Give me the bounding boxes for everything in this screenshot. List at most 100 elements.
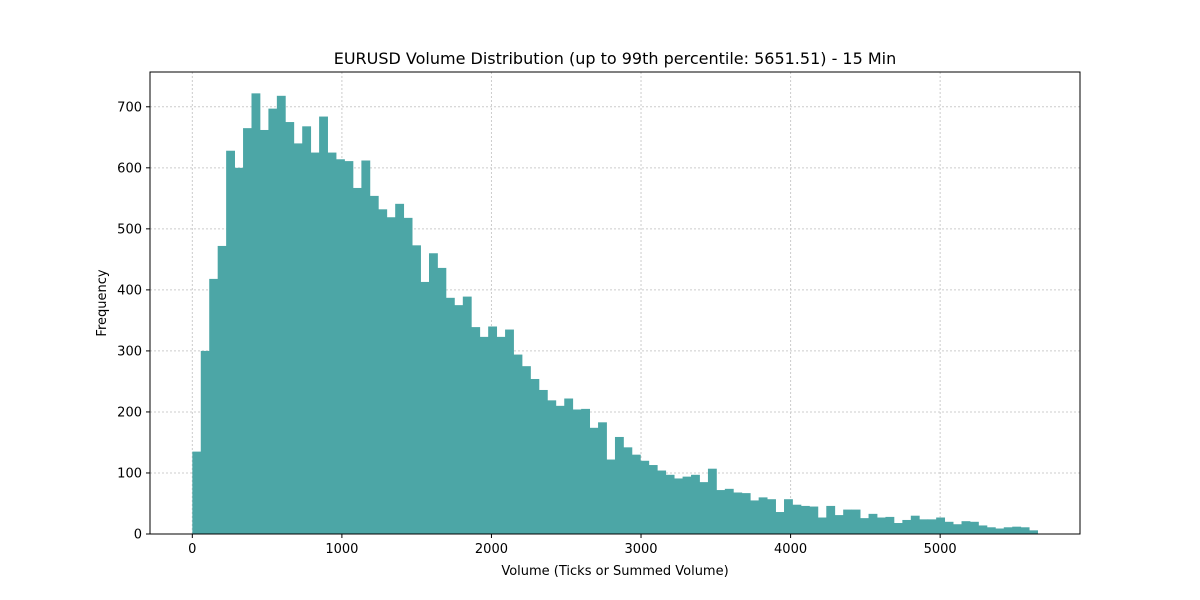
histogram-bar	[716, 490, 726, 534]
histogram-bar	[826, 505, 836, 534]
x-tick-label: 1000	[325, 542, 358, 557]
plot-frame	[149, 71, 1081, 535]
histogram-bar	[1003, 527, 1013, 534]
histogram-bar	[868, 513, 878, 534]
x-tick-label: 3000	[624, 542, 657, 557]
histogram-bar	[699, 482, 709, 534]
histogram-bar	[361, 160, 371, 534]
histogram-bar	[445, 297, 455, 534]
y-tick-label: 400	[117, 283, 142, 298]
histogram-bar	[657, 470, 667, 534]
histogram-bar	[268, 108, 278, 535]
histogram-bar	[327, 152, 337, 534]
histogram-bar	[226, 150, 235, 534]
histogram-bar	[429, 253, 438, 534]
histogram-bar	[910, 515, 920, 534]
histogram-bar	[902, 519, 912, 534]
chart-title: EURUSD Volume Distribution (up to 99th p…	[334, 49, 897, 68]
histogram-bar	[750, 500, 760, 534]
histogram-bar	[800, 505, 810, 534]
histogram-bar	[403, 217, 413, 534]
histogram-bar	[259, 129, 269, 534]
histogram-bar	[995, 528, 1005, 534]
histogram-bar	[479, 336, 489, 534]
histogram-bar	[640, 460, 650, 534]
histogram-bar	[1020, 527, 1030, 534]
histogram-bar	[352, 187, 362, 534]
histogram-bar	[775, 512, 785, 534]
histogram-bar	[530, 378, 540, 534]
histogram-bar	[674, 478, 683, 534]
grid-lines	[150, 72, 1080, 535]
histogram-bar	[521, 366, 531, 534]
histogram-bar	[555, 405, 565, 534]
histogram-bar	[969, 521, 979, 534]
histogram-bar	[276, 95, 286, 534]
histogram-bar	[471, 327, 481, 534]
histogram-bar	[741, 493, 751, 534]
histogram-bar	[927, 519, 937, 534]
histogram-bar	[234, 167, 244, 535]
histogram-bar	[665, 474, 675, 534]
histogram-bar	[691, 474, 700, 534]
histogram-bar	[936, 517, 946, 534]
y-tick-label: 0	[134, 528, 142, 543]
histogram-bar	[817, 517, 827, 534]
histogram-bar	[1029, 530, 1038, 534]
histogram-bar	[648, 465, 658, 534]
histogram-bar	[885, 516, 895, 534]
histogram-bar	[953, 524, 962, 534]
histogram-bar	[217, 245, 227, 534]
histogram-bar	[192, 451, 202, 534]
histogram-bar	[598, 422, 607, 534]
histogram-bar	[513, 354, 523, 534]
histogram-bar	[978, 525, 988, 534]
histogram-bar	[538, 389, 548, 534]
histogram-bar	[589, 427, 599, 534]
histogram-bar	[285, 122, 295, 534]
histogram-bar	[843, 509, 853, 534]
histogram-bar	[572, 409, 582, 534]
histogram-bar	[758, 497, 768, 534]
histogram-bar	[893, 523, 903, 534]
histogram-bar	[986, 527, 996, 534]
histogram-bar	[851, 509, 861, 534]
histogram-bars	[192, 93, 1038, 535]
histogram-bar	[420, 281, 430, 534]
histogram-bar	[767, 499, 776, 534]
x-tick-label: 0	[188, 542, 196, 557]
histogram-bar	[606, 459, 616, 534]
histogram-bar	[454, 305, 464, 534]
histogram-bar	[310, 152, 320, 534]
histogram-bar	[319, 116, 328, 534]
histogram-bar	[395, 203, 405, 534]
y-tick-label: 500	[117, 222, 142, 237]
histogram-bar	[919, 519, 929, 534]
histogram-bar	[209, 278, 219, 534]
histogram-bar	[344, 161, 354, 534]
histogram-bar	[809, 506, 819, 534]
histogram-bar	[784, 499, 793, 534]
histogram-bar	[944, 521, 954, 534]
histogram-bar	[631, 454, 641, 534]
histogram-bar	[293, 143, 303, 534]
histogram-bar	[547, 400, 557, 534]
histogram-bar	[462, 296, 472, 534]
histogram-bar	[623, 447, 633, 534]
histogram-bar	[496, 336, 506, 534]
x-axis-ticks: 0 1000 2000 3000 4000 5000	[188, 534, 957, 557]
histogram-bar	[302, 126, 312, 534]
histogram-bar	[336, 159, 345, 535]
histogram-bar	[834, 515, 844, 534]
histogram-bar	[412, 245, 421, 534]
x-tick-label: 4000	[774, 542, 807, 557]
histogram-bar	[386, 217, 396, 534]
histogram-bar	[243, 128, 252, 534]
histogram-bar	[724, 488, 734, 534]
y-axis-ticks: 0 100 200 300 400 500 600 700	[117, 100, 150, 543]
histogram-bar	[369, 195, 379, 535]
histogram-bar	[251, 93, 261, 535]
y-tick-label: 300	[117, 344, 142, 359]
histogram-bar	[488, 326, 498, 534]
histogram-bar	[682, 476, 692, 534]
